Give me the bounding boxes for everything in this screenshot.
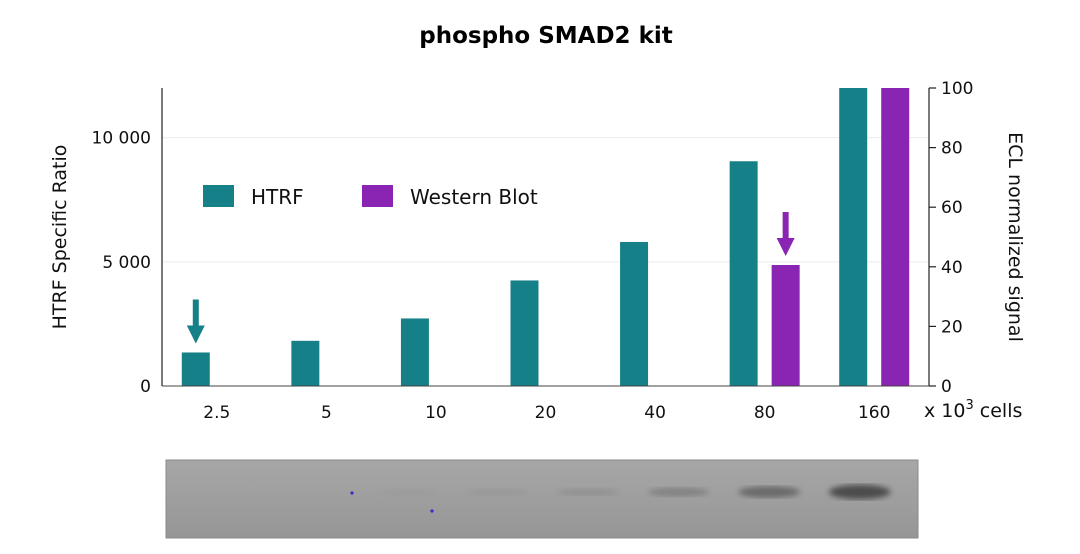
blot-band-2: [375, 488, 438, 496]
right-tick-label-4: 80: [941, 139, 963, 159]
chart-title: phospho SMAD2 kit: [419, 23, 673, 49]
bar-western-blot-160: [881, 88, 910, 386]
left-tick-label-0: 0: [140, 377, 151, 397]
x-tick-label-2: 10: [425, 403, 447, 423]
blot-speck-1: [350, 491, 354, 495]
left-axis-label: HTRF Specific Ratio: [49, 145, 71, 330]
right-tick-label-5: 100: [941, 79, 973, 99]
right-tick-label-0: 0: [941, 377, 952, 397]
legend-swatch-western-blot: [362, 185, 393, 207]
bar-htrf-80: [729, 161, 758, 386]
blot-band-7: [828, 484, 891, 500]
blot-membrane: [165, 459, 919, 539]
left-tick-label-1: 5 000: [102, 253, 151, 273]
arrow-2.5-icon: [186, 299, 205, 344]
x-axis-label-prefix: x 10: [924, 400, 965, 422]
bar-htrf-5: [291, 340, 320, 386]
arrow-80-icon: [776, 212, 795, 257]
blot-bands: [375, 484, 891, 500]
right-tick-label-1: 20: [941, 317, 963, 337]
legend-label-htrf: HTRF: [251, 185, 304, 209]
x-axis-label-suffix: cells: [974, 400, 1023, 422]
bar-htrf-10: [400, 318, 429, 386]
legend-swatch-htrf: [203, 185, 234, 207]
blot-band-6: [738, 486, 800, 498]
western-blot-image: [165, 459, 919, 539]
legend-label-western-blot: Western Blot: [410, 185, 538, 209]
bars: [181, 88, 910, 386]
x-tick-label-6: 160: [858, 403, 890, 423]
blot-band-4: [557, 488, 619, 496]
blot-speck-2: [430, 509, 434, 513]
arrows: [186, 212, 795, 344]
bar-htrf-2.5: [181, 352, 210, 386]
left-axis-ticks: 0 5 000 10 000: [92, 129, 151, 397]
gridlines: [162, 137, 929, 263]
left-tick-label-2: 10 000: [92, 129, 151, 149]
right-axis-label: ECL normalized signal: [1004, 132, 1026, 342]
x-axis-label-exponent: 3: [965, 398, 973, 413]
bar-western-blot-80: [771, 265, 800, 386]
bar-htrf-160: [839, 88, 868, 386]
blot-band-3: [466, 488, 528, 496]
right-axis-ticks: 0 20 40 60 80 100: [929, 79, 973, 397]
x-axis-ticks: 2.5 5 10 20 40 80 160: [203, 403, 890, 423]
x-tick-label-1: 5: [321, 403, 332, 423]
x-tick-label-5: 80: [754, 403, 776, 423]
blot-band-5: [647, 487, 710, 497]
legend: HTRF Western Blot: [203, 185, 538, 209]
right-tick-label-3: 60: [941, 198, 963, 218]
bar-htrf-20: [510, 280, 539, 386]
right-tick-label-2: 40: [941, 258, 963, 278]
x-tick-label-0: 2.5: [203, 403, 230, 423]
x-tick-label-4: 40: [644, 403, 666, 423]
x-axis-label: x 103 cells: [924, 398, 1022, 422]
x-tick-label-3: 20: [535, 403, 557, 423]
bar-htrf-40: [620, 241, 649, 386]
